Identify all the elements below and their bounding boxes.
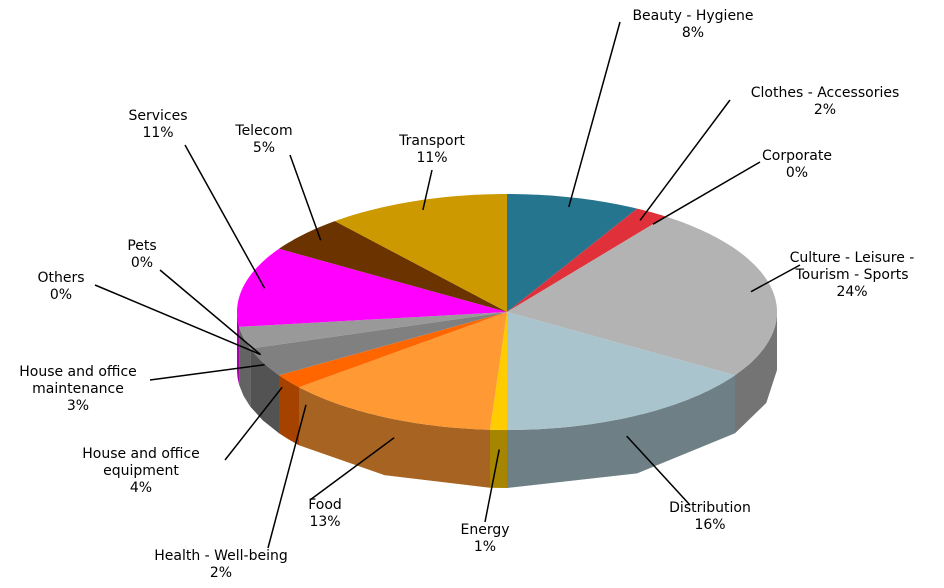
slice <box>507 194 638 312</box>
value-label: 1% <box>473 539 497 555</box>
slice-label: Clothes - Accessories 2% <box>725 85 925 119</box>
slice <box>507 312 735 430</box>
value-label: 8% <box>681 25 705 41</box>
slice-label: Others 0% <box>31 270 91 304</box>
leader-line <box>149 363 265 381</box>
leader-line <box>750 264 801 293</box>
category-name: Energy <box>460 522 510 538</box>
value-label: 13% <box>309 514 341 530</box>
slice-side <box>237 312 240 385</box>
slice-label: Telecom 5% <box>224 123 304 157</box>
category-name: Beauty - Hygiene <box>632 8 754 24</box>
slice <box>250 312 507 376</box>
leader-line <box>568 21 621 208</box>
value-label: 16% <box>694 517 726 533</box>
leader-line <box>639 99 731 221</box>
leader-line <box>289 154 322 241</box>
slice <box>279 221 507 312</box>
leader-line <box>184 144 266 289</box>
leader-line <box>652 161 761 225</box>
leader-line <box>94 284 261 356</box>
slice-side-shade <box>279 375 299 446</box>
slice-side-shade <box>735 312 777 434</box>
value-label: 0% <box>130 255 154 271</box>
leader-line <box>626 435 691 506</box>
value-label: 11% <box>142 125 174 141</box>
slice-side <box>507 375 735 488</box>
slice-label: Services 11% <box>118 108 198 142</box>
slice <box>239 312 507 349</box>
slice-label: House and office maintenance 3% <box>0 364 158 415</box>
slice-label: Distribution 16% <box>645 500 775 534</box>
value-label: 3% <box>66 398 90 414</box>
slice-side-shade <box>507 375 735 488</box>
category-name: Distribution <box>669 500 751 516</box>
slice-side <box>279 375 299 446</box>
value-label: 11% <box>416 150 448 166</box>
category-name: Clothes - Accessories <box>750 85 900 101</box>
value-label: 0% <box>785 165 809 181</box>
category-name: Telecom <box>235 123 293 139</box>
slice-side <box>735 312 777 434</box>
category-name: Services <box>128 108 188 124</box>
slice-label: Transport 11% <box>382 133 482 167</box>
slice-label: Food 13% <box>285 497 365 531</box>
slice-side-shade <box>237 312 240 385</box>
slice <box>299 312 507 430</box>
slice-label: Energy 1% <box>435 522 535 556</box>
value-label: 2% <box>813 102 837 118</box>
category-name: House and office equipment <box>82 446 200 479</box>
value-label: 24% <box>836 284 868 300</box>
value-label: 5% <box>252 140 276 156</box>
leader-line <box>422 169 433 211</box>
slice-side-shade <box>490 429 507 488</box>
leader-line <box>224 386 283 461</box>
slice <box>507 208 666 312</box>
leader-line <box>267 404 307 549</box>
slice-side <box>299 387 490 488</box>
slice <box>279 312 507 388</box>
slice <box>334 194 507 312</box>
category-name: Others <box>37 270 85 286</box>
value-label: 4% <box>129 480 153 496</box>
slice-label: Pets 0% <box>112 238 172 272</box>
category-name: Transport <box>399 133 465 149</box>
category-name: Corporate <box>762 148 832 164</box>
leader-line <box>484 449 500 523</box>
value-label: 2% <box>209 565 233 581</box>
slice-label: Corporate 0% <box>732 148 862 182</box>
slice <box>237 248 507 327</box>
slice <box>507 216 777 376</box>
slice <box>490 312 507 430</box>
slice-label: Health - Well-being 2% <box>131 548 311 582</box>
value-label: 0% <box>49 287 73 303</box>
slice-side-shade <box>299 387 490 488</box>
category-name: Health - Well-being <box>154 548 288 564</box>
slice-side <box>250 348 279 434</box>
category-name: Pets <box>127 238 157 254</box>
slice-label: Culture - Leisure - Tourism - Sports 24% <box>777 250 927 301</box>
slice-side-shade <box>250 348 279 434</box>
slice-label: House and office equipment 4% <box>61 446 221 497</box>
slice-label: Beauty - Hygiene 8% <box>608 8 778 42</box>
category-name: Culture - Leisure - Tourism - Sports <box>789 250 915 283</box>
category-name: House and office maintenance <box>19 364 137 397</box>
leader-line <box>309 437 395 501</box>
category-name: Food <box>308 497 342 513</box>
leader-line <box>159 269 262 356</box>
